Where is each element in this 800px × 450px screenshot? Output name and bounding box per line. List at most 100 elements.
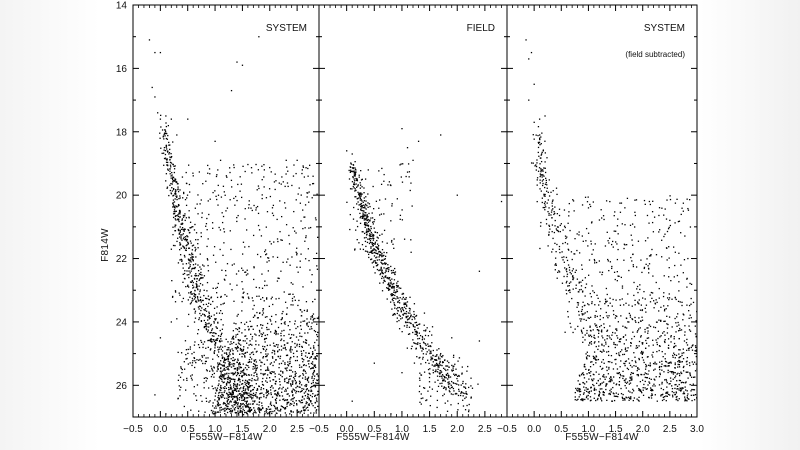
star-point — [213, 340, 215, 343]
star-point — [287, 393, 289, 395]
star-point — [606, 330, 608, 332]
star-point — [688, 317, 690, 319]
star-point — [263, 373, 266, 375]
star-point — [597, 397, 599, 400]
star-point — [195, 273, 197, 275]
star-point — [235, 336, 237, 338]
star-point — [196, 286, 198, 288]
star-point — [302, 209, 304, 211]
star-point — [223, 361, 225, 363]
x-tick-label: 1.5 — [423, 424, 437, 435]
star-point — [544, 161, 546, 163]
star-point — [275, 314, 277, 316]
star-point — [678, 360, 681, 362]
star-point — [542, 169, 544, 171]
star-point — [421, 337, 424, 339]
star-point — [371, 252, 373, 254]
star-point — [185, 238, 187, 241]
star-point — [641, 353, 643, 355]
star-point — [265, 408, 268, 410]
star-point — [353, 174, 355, 177]
star-point — [686, 356, 689, 359]
star-point — [558, 245, 561, 248]
star-point — [167, 124, 169, 127]
star-point — [676, 325, 678, 327]
star-point — [439, 354, 442, 356]
star-point — [235, 374, 238, 377]
star-point — [392, 314, 394, 316]
star-point — [373, 251, 375, 254]
star-point — [289, 375, 291, 377]
star-point — [209, 317, 211, 319]
star-point — [412, 331, 414, 334]
star-point — [565, 237, 567, 240]
star-point — [224, 397, 226, 399]
star-point — [421, 335, 424, 338]
star-point — [165, 173, 168, 175]
star-point — [580, 374, 583, 376]
star-point — [188, 232, 191, 234]
star-point — [170, 248, 173, 250]
star-point — [416, 335, 419, 337]
star-point — [228, 369, 230, 371]
star-point — [612, 386, 614, 389]
star-point — [388, 181, 391, 183]
star-point — [275, 408, 277, 410]
star-point — [278, 349, 281, 351]
star-point — [538, 155, 540, 157]
star-point — [260, 256, 262, 258]
star-point — [597, 348, 599, 351]
star-point — [449, 387, 451, 390]
star-point — [590, 340, 593, 343]
star-point — [208, 312, 210, 315]
star-point — [295, 199, 297, 201]
star-point — [189, 362, 191, 364]
star-point — [543, 175, 545, 177]
star-point — [223, 381, 225, 383]
star-point — [561, 282, 564, 284]
star-point — [585, 390, 588, 393]
star-point — [221, 374, 224, 377]
star-point — [589, 329, 592, 332]
star-point — [630, 345, 632, 347]
star-point — [555, 251, 557, 253]
star-point — [183, 236, 185, 239]
star-point — [190, 226, 193, 228]
star-point — [445, 387, 447, 389]
star-point — [628, 396, 630, 398]
star-point — [223, 391, 225, 394]
star-point — [360, 207, 362, 209]
star-point — [301, 396, 304, 398]
star-point — [537, 146, 540, 149]
star-point — [286, 382, 289, 384]
star-point — [370, 235, 372, 237]
star-point — [595, 310, 597, 312]
star-point — [372, 223, 374, 225]
star-point — [268, 188, 271, 190]
star-point — [556, 243, 558, 246]
star-point — [357, 201, 359, 203]
star-point — [177, 379, 180, 381]
star-point — [369, 229, 371, 231]
star-point — [246, 382, 248, 385]
star-point — [255, 343, 257, 346]
star-point — [262, 357, 264, 359]
star-point — [220, 374, 222, 377]
star-point — [642, 352, 644, 354]
star-point — [306, 322, 308, 324]
star-point — [583, 304, 586, 307]
star-point — [346, 201, 348, 203]
star-point — [367, 202, 369, 204]
star-point — [260, 372, 262, 375]
star-point — [267, 406, 270, 408]
star-point — [217, 394, 220, 397]
star-point — [368, 234, 371, 237]
star-point — [312, 175, 314, 177]
star-point — [392, 243, 394, 245]
star-point — [188, 276, 190, 279]
star-point — [244, 381, 246, 383]
star-point — [317, 375, 319, 377]
star-point — [256, 325, 258, 327]
star-point — [239, 339, 241, 341]
star-point — [540, 174, 542, 176]
